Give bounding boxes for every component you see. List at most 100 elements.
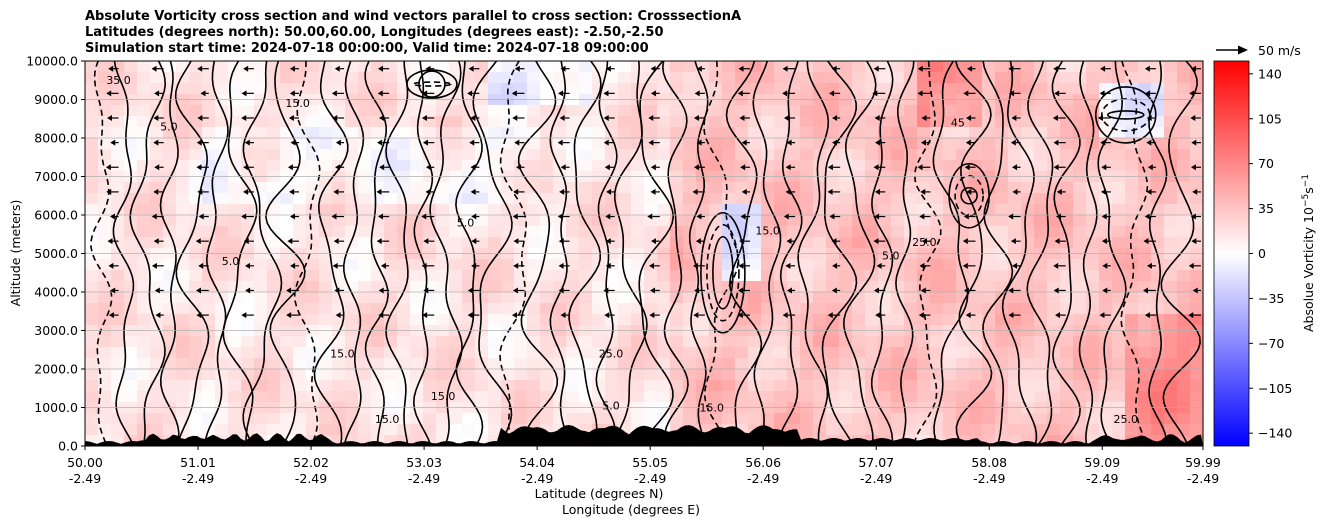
field-cell — [1086, 83, 1100, 95]
colorbar-tick-label: −35 — [1258, 291, 1284, 306]
field-cell — [605, 303, 619, 315]
field-cell — [85, 270, 99, 282]
field-cell — [553, 72, 567, 84]
field-cell — [449, 380, 463, 392]
field-cell — [618, 336, 632, 348]
field-cell — [1190, 116, 1204, 128]
field-cell — [878, 182, 892, 194]
contour-label: 5.0 — [457, 217, 475, 230]
wind-arrow-head — [782, 90, 788, 97]
field-cell — [1008, 105, 1022, 117]
field-cell — [163, 83, 177, 95]
field-cell — [202, 358, 216, 370]
field-cell — [566, 314, 580, 326]
contour-line — [870, 61, 894, 446]
field-cell — [462, 72, 476, 84]
contour-line — [1051, 61, 1081, 446]
contour-line — [499, 61, 528, 446]
wind-arrow-head — [650, 65, 656, 72]
field-cell — [956, 149, 970, 161]
field-cell — [839, 380, 853, 392]
wind-arrow-head — [1055, 312, 1061, 319]
field-cell — [1125, 215, 1139, 227]
field-cell — [189, 61, 203, 73]
field-cell — [1008, 72, 1022, 84]
field-cell — [670, 424, 684, 436]
field-cell — [982, 369, 996, 381]
field-cell — [1073, 303, 1087, 315]
field-cell — [1034, 358, 1048, 370]
wind-arrow-head — [514, 139, 520, 146]
colorbar-tick-label: −70 — [1258, 336, 1284, 351]
field-cell — [1164, 424, 1178, 436]
x-tick-label-lat: 52.02 — [293, 455, 329, 470]
field-cell — [1021, 347, 1035, 359]
field-cell — [475, 160, 489, 172]
field-cell — [319, 336, 333, 348]
x-tick-label-lon: -2.49 — [973, 471, 1005, 486]
field-cell — [904, 380, 918, 392]
wind-arrow-head — [874, 188, 880, 195]
field-cell — [514, 193, 528, 205]
wind-arrow-head — [469, 139, 475, 146]
field-cell — [878, 61, 892, 73]
field-cell — [202, 369, 216, 381]
field-cell — [332, 182, 346, 194]
field-cell — [306, 138, 320, 150]
wind-arrow-head — [1056, 188, 1062, 195]
field-cell — [605, 369, 619, 381]
field-cell — [228, 182, 242, 194]
field-cell — [709, 237, 723, 249]
field-cell — [644, 336, 658, 348]
contour-line — [842, 61, 877, 446]
field-cell — [189, 237, 203, 249]
field-cell — [345, 347, 359, 359]
field-cell — [176, 259, 190, 271]
wind-arrow-head — [1054, 90, 1060, 97]
field-cell — [189, 72, 203, 84]
field-cell — [670, 413, 684, 425]
field-cell — [904, 336, 918, 348]
field-cell — [501, 270, 515, 282]
field-cell — [1021, 369, 1035, 381]
field-cell — [618, 380, 632, 392]
field-cell — [319, 83, 333, 95]
field-cell — [969, 61, 983, 73]
field-cell — [358, 435, 372, 447]
field-cell — [488, 138, 502, 150]
field-cell — [605, 237, 619, 249]
field-cell — [956, 380, 970, 392]
wind-arrow-head — [920, 287, 926, 294]
field-cell — [202, 83, 216, 95]
wind-arrow-head — [559, 188, 565, 195]
wind-arrow-head — [1143, 287, 1149, 294]
wind-arrow-head — [827, 188, 833, 195]
field-cell — [1034, 215, 1048, 227]
field-cell — [761, 413, 775, 425]
field-cell — [124, 369, 138, 381]
field-cell — [891, 347, 905, 359]
field-cell — [579, 347, 593, 359]
field-cell — [462, 281, 476, 293]
field-cell — [657, 160, 671, 172]
field-cell — [891, 380, 905, 392]
wind-arrow-head — [289, 65, 295, 72]
field-cell — [722, 369, 736, 381]
wind-arrow-head — [245, 287, 251, 294]
field-cell — [969, 347, 983, 359]
field-cell — [423, 336, 437, 348]
wind-arrow-head — [831, 65, 837, 72]
field-cell — [358, 380, 372, 392]
field-cell — [878, 83, 892, 95]
field-cell — [527, 72, 541, 84]
field-cell — [137, 61, 151, 73]
field-cell — [891, 303, 905, 315]
field-cell — [1190, 149, 1204, 161]
field-cell — [488, 380, 502, 392]
field-cell — [644, 270, 658, 282]
field-cell — [280, 138, 294, 150]
wind-arrow-head — [154, 164, 160, 171]
field-cell — [995, 193, 1009, 205]
wind-arrow-head — [1053, 65, 1059, 72]
field-cell — [631, 160, 645, 172]
